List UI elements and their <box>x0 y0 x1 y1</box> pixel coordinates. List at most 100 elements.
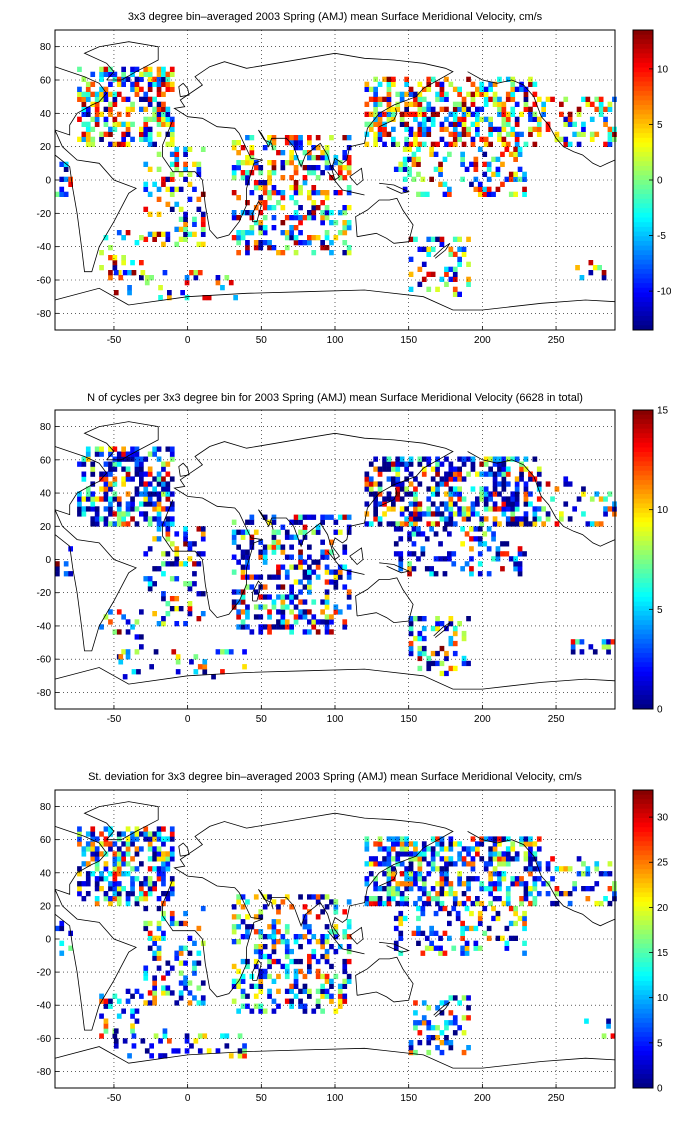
bin-cell <box>267 624 272 630</box>
bin-cell <box>196 241 202 247</box>
bin-cell <box>307 574 312 580</box>
bin-cell <box>413 91 418 97</box>
bin-cell <box>174 920 180 927</box>
bin-cell <box>134 486 140 492</box>
bin-cell <box>424 566 430 572</box>
bin-cell <box>103 96 109 102</box>
bin-cell <box>439 891 445 897</box>
bin-cell <box>395 471 401 477</box>
bin-cell <box>307 924 312 930</box>
bin-cell <box>134 81 140 87</box>
colorbar-tick-label: 15 <box>657 406 669 417</box>
bin-cell <box>143 576 149 582</box>
colorbar-band <box>633 554 653 560</box>
bin-cell <box>421 96 427 102</box>
bin-cell <box>193 669 199 675</box>
bin-cell <box>324 629 330 635</box>
bin-cell <box>475 111 480 117</box>
bin-cell <box>417 650 423 657</box>
bin-cell <box>77 836 82 842</box>
bin-cell <box>528 111 533 117</box>
bin-cell <box>466 876 471 882</box>
bin-cell <box>501 101 507 107</box>
bin-cell <box>108 451 113 457</box>
bin-cell <box>430 1025 436 1031</box>
bin-cell <box>473 945 479 951</box>
bin-cell <box>85 106 91 112</box>
bin-cell <box>271 539 277 545</box>
bin-cell <box>108 101 113 107</box>
bin-cell <box>245 549 250 555</box>
colorbar-band <box>633 957 653 963</box>
bin-cell <box>413 1025 418 1031</box>
bin-cell <box>473 940 479 946</box>
bin-cell <box>373 466 378 472</box>
bin-cell <box>514 496 520 502</box>
bin-cell <box>121 886 126 892</box>
colorbar-band <box>633 311 653 317</box>
bin-cell <box>90 81 96 87</box>
bin-cell <box>302 524 308 530</box>
bin-cell <box>267 988 272 994</box>
bin-cell <box>121 481 126 487</box>
bin-cell <box>169 915 175 922</box>
bin-cell <box>228 280 234 286</box>
bin-cell <box>417 861 423 867</box>
bin-cell <box>528 126 533 132</box>
bin-cell <box>192 541 197 547</box>
bin-cell <box>245 135 250 141</box>
bin-cell <box>519 836 524 842</box>
bin-cell <box>612 96 617 102</box>
bin-cell <box>162 270 168 276</box>
bin-cell <box>504 945 510 951</box>
bin-cell <box>523 836 529 842</box>
bin-cell <box>421 121 427 127</box>
bin-cell <box>116 496 122 502</box>
bin-cell <box>342 250 348 256</box>
bin-cell <box>174 576 180 582</box>
bin-cell <box>413 851 418 857</box>
bin-cell <box>592 649 598 655</box>
bin-cell <box>433 151 439 157</box>
bin-cell <box>253 614 259 620</box>
bin-cell <box>236 230 241 236</box>
bin-cell <box>417 281 423 287</box>
bin-cell <box>143 831 149 837</box>
bin-cell <box>444 1040 449 1046</box>
bin-cell <box>466 995 471 1001</box>
bin-cell <box>430 106 436 112</box>
bin-cell <box>134 649 140 655</box>
bin-cell <box>165 141 171 147</box>
bin-cell <box>373 516 378 522</box>
bin-cell <box>346 155 352 161</box>
bin-cell <box>373 101 378 107</box>
bin-cell <box>63 561 69 567</box>
bin-cell <box>253 245 259 251</box>
bin-cell <box>311 624 317 630</box>
bin-cell <box>550 96 555 102</box>
bin-cell <box>416 915 421 922</box>
bin-cell <box>404 866 409 872</box>
bin-cell <box>523 106 529 112</box>
bin-cell <box>536 506 542 512</box>
bin-cell <box>184 275 190 281</box>
colorbar-band <box>633 203 653 209</box>
bin-cell <box>156 950 162 956</box>
bin-cell <box>426 900 432 907</box>
bin-cell <box>77 841 82 847</box>
bin-cell <box>448 665 454 672</box>
bin-cell <box>249 150 255 156</box>
bin-cell <box>121 136 126 142</box>
bin-cell <box>258 549 264 555</box>
bin-cell <box>174 551 180 557</box>
bin-cell <box>517 551 523 557</box>
bin-cell <box>426 1049 432 1056</box>
bin-cell <box>85 491 91 497</box>
bin-cell <box>178 920 184 927</box>
chart-panel-1: 3x3 degree bin–averaged 2003 Spring (AMJ… <box>37 11 672 346</box>
bin-cell <box>183 531 188 537</box>
bin-cell <box>466 851 471 857</box>
bin-cell <box>567 900 573 907</box>
bin-cell <box>315 894 321 900</box>
bin-cell <box>377 111 383 117</box>
